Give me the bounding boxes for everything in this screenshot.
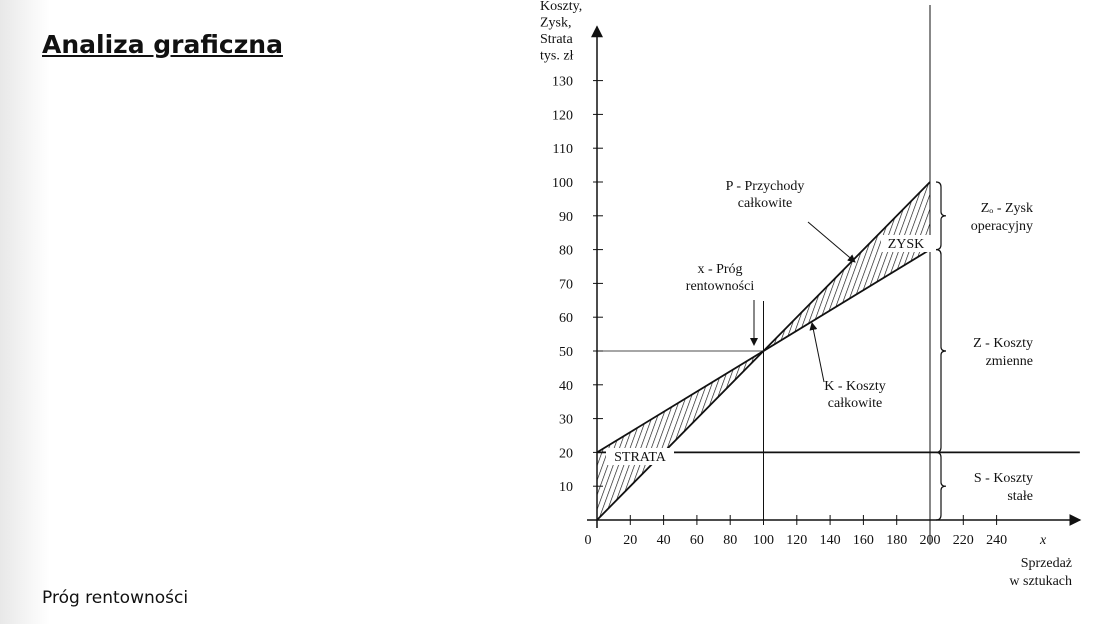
y-tick-label: 120: [552, 108, 573, 123]
x-tick-label: 140: [820, 533, 841, 548]
x-tick-label: 120: [786, 533, 807, 548]
y-tick-label: 60: [559, 311, 573, 326]
annotation: STRATA: [614, 450, 667, 465]
annotation: ZYSK: [888, 237, 925, 252]
x-tick-label: 180: [886, 533, 907, 548]
x-tick-label: 40: [657, 533, 671, 548]
annotation: całkowite: [738, 196, 792, 211]
annotation: P - Przychody: [726, 179, 805, 194]
brace-label: stałe: [1007, 489, 1033, 504]
x-symbol: x: [1039, 533, 1047, 548]
x-tick-label: 0: [585, 533, 592, 548]
label-box: [881, 235, 931, 252]
x-tick-label: 240: [986, 533, 1007, 548]
footer: Próg rentowności: [42, 588, 189, 608]
y-tick-label: 100: [552, 176, 573, 191]
arrow: [807, 221, 856, 263]
y-tick-label: 10: [559, 480, 573, 495]
y-tick-label: 110: [553, 142, 573, 157]
annotation: rentowności: [686, 279, 755, 294]
brace: [935, 181, 947, 251]
brace-label: zmienne: [986, 354, 1033, 369]
x-tick-label: 80: [723, 533, 737, 548]
x-axis-label: w sztukach: [1009, 574, 1072, 589]
x-tick-label: 100: [753, 533, 774, 548]
y-axis-label: tys. zł: [540, 49, 574, 64]
annotation: K - Koszty: [824, 379, 885, 394]
x-tick-label: 20: [623, 533, 637, 548]
y-axis-label: Koszty,: [540, 0, 582, 14]
y-tick-label: 50: [559, 345, 573, 360]
title: Analiza graficzna: [42, 30, 283, 59]
y-axis-label: Strata: [540, 32, 573, 47]
y-tick-label: 20: [559, 446, 573, 461]
x-axis-label: Sprzedaż: [1021, 556, 1072, 571]
arrow: [809, 322, 825, 383]
x-tick-label: 160: [853, 533, 874, 548]
x-tick-label: 60: [690, 533, 704, 548]
brace: [935, 451, 947, 521]
annotation: całkowite: [828, 396, 882, 411]
y-axis-label: Zysk,: [540, 16, 572, 31]
y-tick-label: 70: [559, 277, 573, 292]
y-tick-label: 80: [559, 244, 573, 259]
x-tick-label: 220: [953, 533, 974, 548]
y-tick-label: 90: [559, 210, 573, 225]
brace-label: operacyjny: [971, 219, 1033, 234]
y-tick-label: 130: [552, 75, 573, 90]
brace-label: S - Koszty: [974, 471, 1033, 486]
annotation: x - Próg: [697, 262, 742, 277]
brace-label: Zₒ - Zysk: [981, 201, 1033, 216]
brace: [935, 249, 947, 453]
brace-label: Z - Koszty: [973, 336, 1033, 351]
y-tick-label: 30: [559, 413, 573, 428]
y-tick-label: 40: [559, 379, 573, 394]
label-box: [606, 448, 674, 465]
